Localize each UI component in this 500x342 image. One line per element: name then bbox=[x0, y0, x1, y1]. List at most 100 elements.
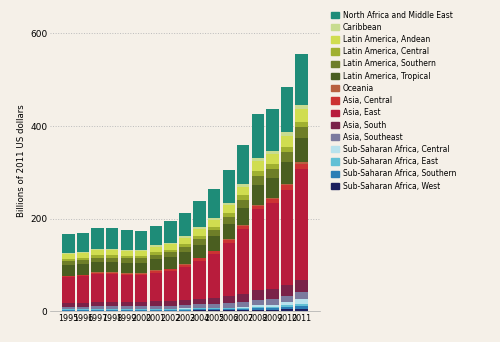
Bar bbox=[135, 275, 147, 302]
Bar bbox=[252, 171, 264, 176]
Bar bbox=[208, 310, 220, 311]
Bar bbox=[266, 109, 278, 151]
Bar bbox=[106, 258, 118, 262]
Bar bbox=[281, 147, 293, 153]
Bar bbox=[222, 240, 235, 243]
Bar bbox=[296, 304, 308, 306]
Bar bbox=[77, 303, 89, 306]
Bar bbox=[237, 200, 250, 208]
Bar bbox=[164, 221, 176, 243]
Bar bbox=[281, 185, 293, 190]
Bar bbox=[194, 239, 206, 245]
Bar bbox=[164, 250, 176, 252]
Bar bbox=[194, 236, 206, 239]
Bar bbox=[164, 244, 176, 250]
Bar bbox=[222, 309, 235, 310]
Bar bbox=[92, 310, 104, 311]
Bar bbox=[252, 161, 264, 171]
Bar bbox=[77, 258, 89, 260]
Bar bbox=[106, 250, 118, 255]
Bar bbox=[237, 145, 250, 184]
Bar bbox=[106, 262, 118, 272]
Bar bbox=[281, 296, 293, 302]
Bar bbox=[135, 274, 147, 275]
Bar bbox=[222, 224, 235, 239]
Bar bbox=[296, 162, 308, 163]
Bar bbox=[62, 309, 74, 310]
Bar bbox=[120, 251, 133, 256]
Bar bbox=[179, 238, 191, 244]
Bar bbox=[194, 245, 206, 258]
Bar bbox=[77, 309, 89, 310]
Bar bbox=[266, 299, 278, 305]
Bar bbox=[92, 306, 104, 309]
Bar bbox=[135, 309, 147, 310]
Bar bbox=[92, 274, 104, 302]
Bar bbox=[208, 251, 220, 254]
Bar bbox=[296, 169, 308, 280]
Bar bbox=[266, 310, 278, 311]
Bar bbox=[179, 264, 191, 265]
Bar bbox=[92, 250, 104, 255]
Bar bbox=[120, 273, 133, 274]
Bar bbox=[237, 196, 250, 200]
Bar bbox=[77, 264, 89, 275]
Bar bbox=[208, 227, 220, 230]
Bar bbox=[281, 184, 293, 185]
Bar bbox=[62, 261, 74, 265]
Bar bbox=[150, 252, 162, 255]
Bar bbox=[106, 273, 118, 274]
Bar bbox=[77, 275, 89, 276]
Bar bbox=[208, 220, 220, 227]
Bar bbox=[77, 260, 89, 264]
Bar bbox=[150, 246, 162, 247]
Bar bbox=[281, 153, 293, 162]
Bar bbox=[222, 307, 235, 308]
Bar bbox=[120, 263, 133, 273]
Bar bbox=[194, 308, 206, 310]
Bar bbox=[266, 198, 278, 199]
Bar bbox=[164, 257, 176, 268]
Bar bbox=[237, 310, 250, 311]
Bar bbox=[237, 307, 250, 309]
Bar bbox=[194, 299, 206, 304]
Bar bbox=[179, 252, 191, 264]
Bar bbox=[252, 176, 264, 185]
Bar bbox=[106, 306, 118, 309]
Bar bbox=[281, 310, 293, 311]
Bar bbox=[135, 273, 147, 274]
Bar bbox=[135, 250, 147, 251]
Bar bbox=[135, 259, 147, 263]
Bar bbox=[222, 205, 235, 213]
Bar bbox=[150, 271, 162, 273]
Bar bbox=[120, 259, 133, 263]
Bar bbox=[266, 154, 278, 165]
Bar bbox=[252, 310, 264, 311]
Bar bbox=[252, 185, 264, 205]
Bar bbox=[150, 306, 162, 309]
Bar bbox=[150, 309, 162, 310]
Bar bbox=[135, 310, 147, 311]
Bar bbox=[281, 190, 293, 285]
Bar bbox=[150, 273, 162, 302]
Bar bbox=[194, 310, 206, 311]
Bar bbox=[266, 199, 278, 203]
Bar bbox=[62, 310, 74, 311]
Bar bbox=[92, 309, 104, 310]
Bar bbox=[266, 305, 278, 306]
Bar bbox=[222, 213, 235, 217]
Bar bbox=[266, 308, 278, 310]
Bar bbox=[179, 247, 191, 252]
Bar bbox=[222, 310, 235, 311]
Bar bbox=[208, 236, 220, 251]
Bar bbox=[252, 306, 264, 308]
Bar bbox=[150, 226, 162, 246]
Bar bbox=[179, 308, 191, 309]
Bar bbox=[106, 255, 118, 258]
Bar bbox=[150, 310, 162, 311]
Bar bbox=[222, 170, 235, 203]
Bar bbox=[106, 274, 118, 302]
Bar bbox=[106, 272, 118, 273]
Bar bbox=[120, 250, 133, 251]
Bar bbox=[296, 299, 308, 304]
